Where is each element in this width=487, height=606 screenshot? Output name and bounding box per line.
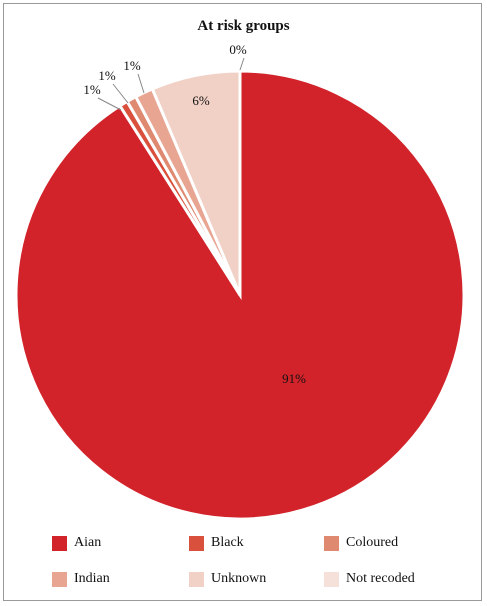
- chart-title: At risk groups: [197, 18, 290, 34]
- slice-label-indian: 1%: [123, 58, 141, 73]
- chart-frame: At risk groups 91% 1% 1% 1% 6% 0% Aian Black Co…: [3, 3, 482, 601]
- pie-chart: 91%1%1%1%6%0%: [14, 42, 466, 521]
- slice-label-not-recoded: 0%: [229, 42, 247, 57]
- leader-line: [239, 57, 245, 71]
- slice-label-coloured: 1%: [98, 68, 116, 83]
- leader-line: [97, 97, 122, 111]
- leader-line: [112, 83, 129, 104]
- slice-label-aian: 91%: [282, 371, 306, 386]
- slice-label-black: 1%: [83, 82, 101, 97]
- pie-slice-aian: [14, 69, 466, 521]
- slice-label-unknown: 6%: [192, 93, 210, 108]
- leader-line: [137, 73, 145, 94]
